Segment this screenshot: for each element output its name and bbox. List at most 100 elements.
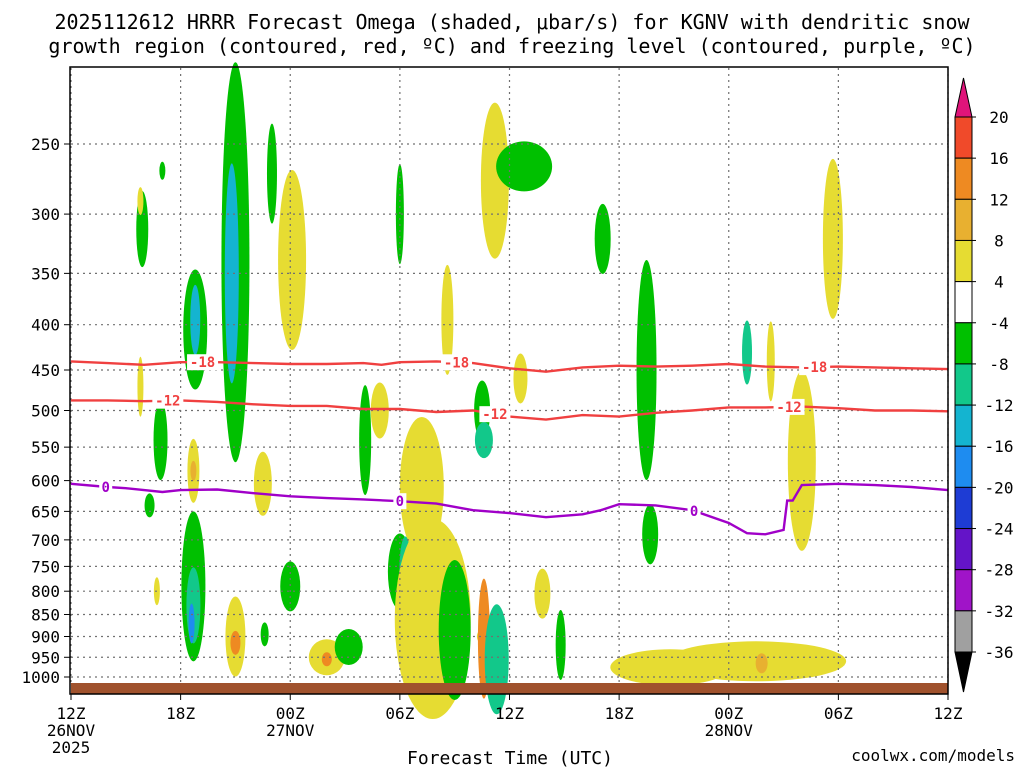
omega-cell-neg-43 — [555, 609, 566, 680]
x-year-label-0: 2025 — [52, 738, 91, 757]
contour-line-2 — [70, 482, 949, 536]
y-tick-label-700: 700 — [31, 531, 60, 550]
contour-label-bg-2-2 — [687, 502, 701, 519]
y-tick-label-1000: 1000 — [21, 668, 60, 687]
colorbar-label-4: 4 — [994, 273, 1004, 292]
y-tick-label-650: 650 — [31, 502, 60, 521]
colorbar-label-2: 12 — [989, 190, 1008, 209]
contour-label-bg-1-1 — [479, 406, 511, 423]
colorbar-box-9 — [954, 486, 973, 530]
omega-cell-neg-27 — [359, 385, 372, 496]
omega-cell-pos-55 — [822, 158, 843, 319]
omega-cell-neg-47 — [636, 259, 657, 480]
contour-label-bg-2-0 — [99, 478, 113, 495]
x-tick-label-6: 18Z — [166, 704, 195, 723]
omega-cell-pos-25 — [278, 169, 307, 350]
contour-label-1-0: -12 — [155, 394, 180, 410]
omega-cell-neg-24 — [334, 629, 363, 666]
x-tick-label-36: 00Z — [714, 704, 743, 723]
colorbar-box-3 — [954, 239, 973, 283]
contour-label-0-1: -18 — [444, 355, 469, 371]
omega-cell-pos-41 — [513, 353, 528, 404]
y-tick-label-950: 950 — [31, 648, 60, 667]
colorbar-label-9: -20 — [985, 478, 1014, 497]
colorbar-box-1 — [954, 157, 973, 200]
omega-cell-pos-52 — [610, 649, 731, 686]
colorbar-box-12 — [954, 610, 973, 653]
colorbar-box-4 — [954, 281, 973, 324]
omega-cell-neg-20 — [280, 561, 301, 612]
omega-cell-neg-8 — [190, 284, 201, 355]
y-tick-label-400: 400 — [31, 316, 60, 335]
y-tick-label-850: 850 — [31, 606, 60, 625]
y-tick-label-800: 800 — [31, 582, 60, 601]
omega-cell-pos-42 — [534, 568, 551, 619]
omega-cell-neg-46 — [642, 504, 659, 565]
colorbar-label-0: 20 — [989, 108, 1008, 127]
contour-label-0-0: -18 — [190, 355, 215, 371]
omega-cell-pos-54 — [787, 370, 816, 551]
contour-label-bg-1-0 — [152, 392, 184, 409]
colorbar-label-1: 16 — [989, 149, 1008, 168]
omega-cell-pos-28 — [370, 382, 389, 439]
x-date-label-12: 27NOV — [266, 721, 315, 740]
contour-label-2-0: 0 — [101, 480, 109, 496]
ground-surface — [71, 683, 948, 694]
omega-cell-pos-53 — [766, 321, 775, 402]
y-tick-label-350: 350 — [31, 264, 60, 283]
omega-cell-pos-13 — [190, 460, 197, 481]
omega-cell-neg-34 — [438, 560, 471, 701]
x-tick-label-24: 12Z — [495, 704, 524, 723]
x-tick-label-30: 18Z — [605, 704, 634, 723]
grid — [70, 68, 949, 683]
colorbar-label-7: -12 — [985, 396, 1014, 415]
omega-cell-pos-23 — [321, 652, 332, 667]
omega-cell-neg-6 — [144, 493, 155, 518]
x-axis-label: Forecast Time (UTC) — [407, 748, 613, 768]
chart-title-line-1: 2025112612 HRRR Forecast Omega (shaded, … — [54, 10, 970, 34]
omega-cell-neg-36 — [474, 422, 493, 459]
contour-label-1-2: -12 — [776, 400, 801, 416]
contour-label-2-1: 0 — [396, 494, 404, 510]
colorbar-box-7 — [954, 404, 973, 447]
colorbar-label-3: 8 — [994, 231, 1004, 250]
contour-label-bg-1-2 — [773, 398, 805, 415]
contours: -18 -18 -18 -12 -12 -12 0 0 0 — [70, 354, 949, 536]
omega-cell-neg-16 — [266, 123, 277, 224]
omega-cell-pos-3 — [137, 187, 144, 216]
colorbar-label-13: -36 — [985, 643, 1014, 662]
omega-shading — [136, 62, 847, 720]
y-tick-label-900: 900 — [31, 627, 60, 646]
contour-line-0 — [70, 360, 949, 373]
colorbar-label-11: -28 — [985, 561, 1014, 580]
y-tick-label-750: 750 — [31, 557, 60, 576]
colorbar-box-2 — [954, 198, 973, 241]
contour-label-bg-2-1 — [393, 493, 407, 510]
pressure-axis: 250 300 350 400 450 500 550 600 650 700 750 800 850 9… — [21, 135, 70, 687]
colorbar-label-6: -8 — [989, 355, 1008, 374]
omega-cell-pos-40 — [480, 102, 509, 259]
contour-label-bg-0-1 — [441, 354, 473, 371]
colorbar-box-5 — [954, 322, 973, 365]
y-tick-label-450: 450 — [31, 361, 60, 380]
x-date-label-36: 28NOV — [705, 721, 754, 740]
contour-label-0-2: -18 — [802, 360, 827, 376]
x-tick-label-48: 12Z — [934, 704, 963, 723]
y-tick-label-550: 550 — [31, 438, 60, 457]
omega-cell-neg-45 — [594, 203, 611, 274]
colorbar-box-10 — [954, 528, 973, 571]
omega-cell-neg-26 — [395, 164, 404, 265]
colorbar-box-8 — [954, 445, 973, 488]
omega-cell-neg-21 — [260, 622, 269, 647]
omega-cell-pos-19 — [230, 630, 241, 655]
colorbar-box-0 — [954, 116, 973, 159]
colorbar-box-11 — [954, 569, 973, 612]
x-tick-label-42: 06Z — [824, 704, 853, 723]
omega-cell-pos-51 — [755, 653, 768, 674]
x-tick-label-0: 12Z — [57, 704, 86, 723]
credit-text: coolwx.com/models — [851, 746, 1015, 765]
y-tick-label-500: 500 — [31, 402, 60, 421]
contour-label-2-2: 0 — [690, 504, 698, 520]
colorbar-box-6 — [954, 363, 973, 406]
